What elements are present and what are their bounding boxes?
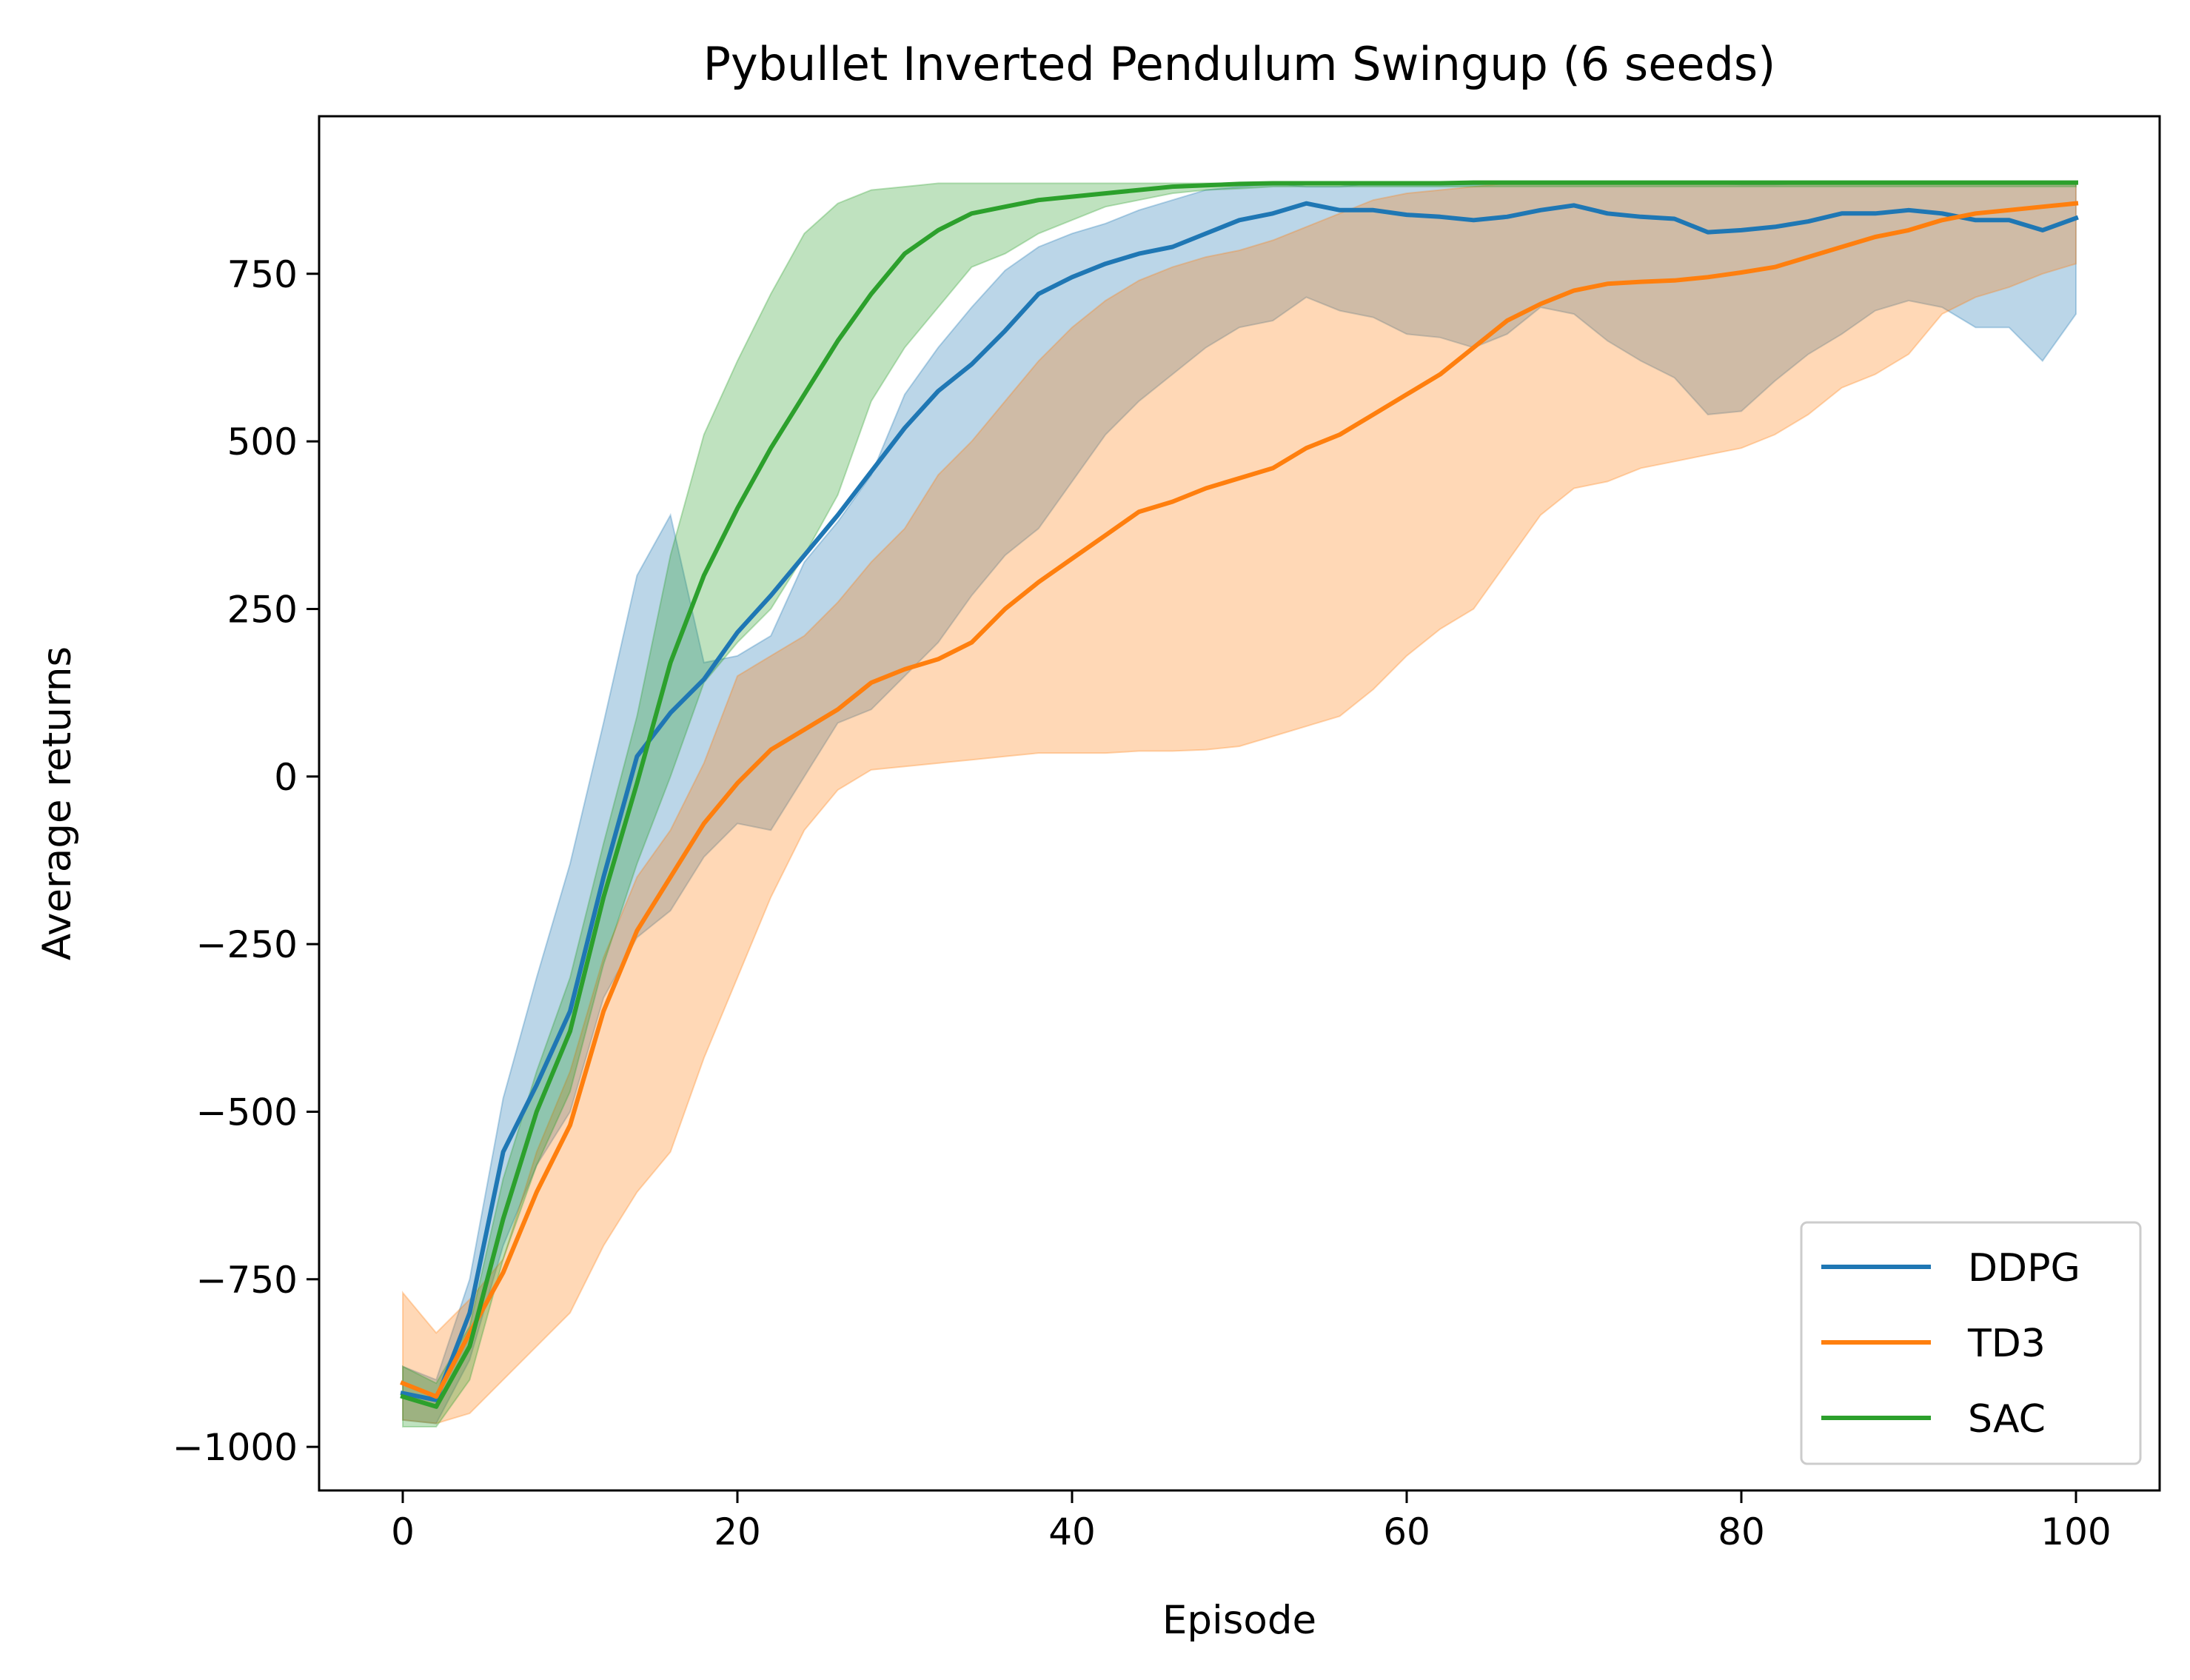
legend-label-td3: TD3 [1967,1322,2046,1366]
y-tick-label: −500 [196,1091,298,1134]
band-sac [402,182,2077,1428]
plot-frame [318,115,2161,1492]
chart-title: Pybullet Inverted Pendulum Swingup (6 se… [703,37,1776,91]
y-tick-label: 500 [227,421,298,463]
x-tick-label: 100 [2040,1510,2111,1553]
series-line-ddpg [400,201,2079,1402]
x-axis-label: Episode [1162,1598,1316,1643]
x-tick-label: 20 [714,1510,761,1553]
y-axis-label: Average returns [35,646,80,960]
x-tick-label: 40 [1048,1510,1096,1553]
x-tick-label: 0 [391,1510,415,1553]
y-tick-label: 0 [274,756,298,799]
x-tick-label: 80 [1718,1510,1765,1553]
y-tick-label: 750 [227,253,298,296]
y-tick-label: −750 [196,1259,298,1302]
mean-lines [400,180,2079,1409]
y-tick-label: −250 [196,923,298,966]
y-axis-ticks: −1000 −750 −500 −250 0 250 500 750 [173,253,319,1469]
legend-label-sac: SAC [1968,1397,2046,1442]
confidence-bands [402,182,2077,1428]
x-axis-ticks: 0 20 40 60 80 100 [391,1490,2112,1553]
band-ddpg [402,182,2077,1425]
legend-label-ddpg: DDPG [1968,1246,2080,1291]
x-tick-label: 60 [1383,1510,1430,1553]
y-tick-label: −1000 [173,1426,298,1469]
series-line-td3 [400,201,2079,1399]
series-line-sac [400,180,2078,1409]
band-td3 [402,182,2077,1425]
legend: DDPG TD3 SAC [1800,1221,2142,1465]
legend-box [1800,1221,2142,1465]
y-tick-label: 250 [227,588,298,631]
